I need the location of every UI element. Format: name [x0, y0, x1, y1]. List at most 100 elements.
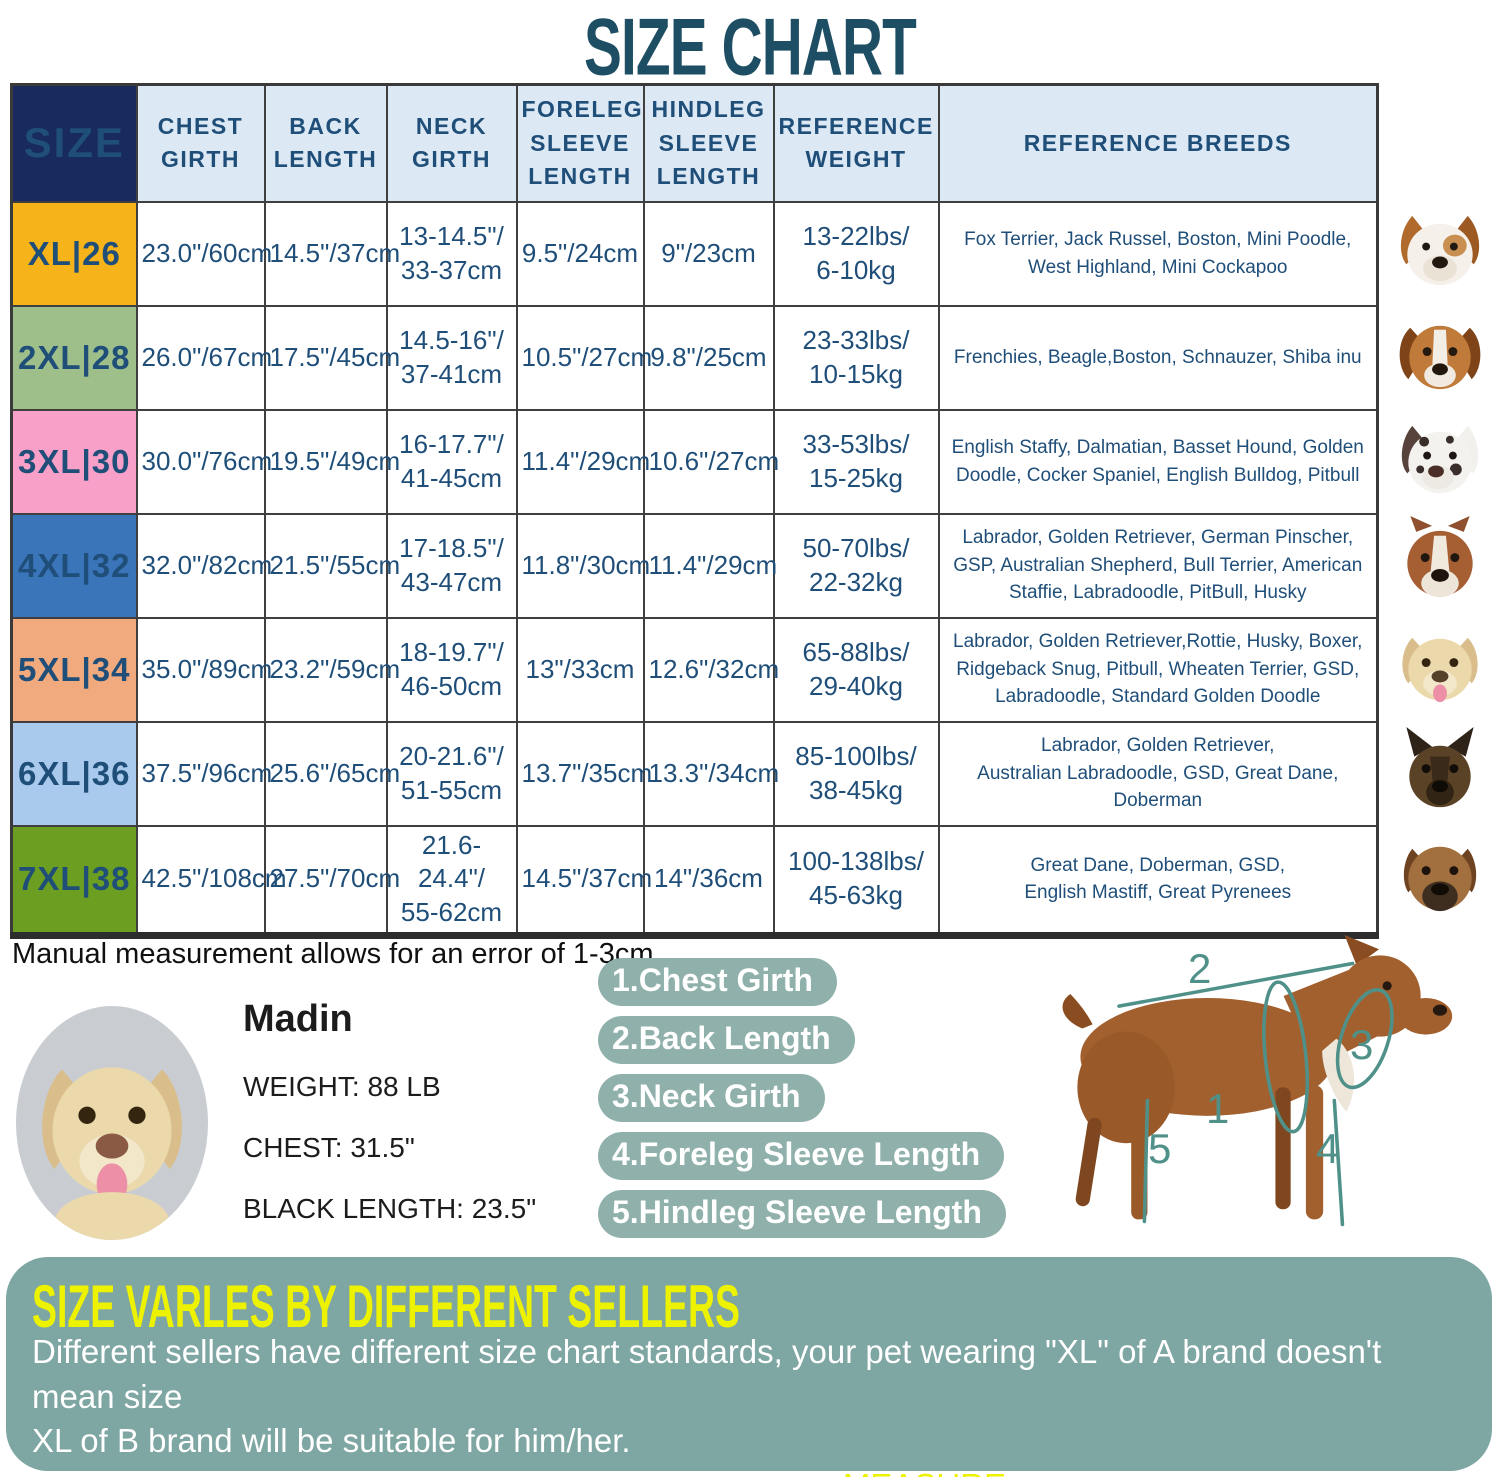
beagle-photo [1386, 306, 1494, 405]
table-row-6xl36: 6XL|36 37.5"/96cm 25.6"/65cm 20-21.6"/ 5… [10, 720, 1379, 827]
table-row-3xl30: 3XL|30 30.0"/76cm 19.5"/49cm 16-17.7"/ 4… [10, 408, 1379, 515]
neck-girth-value: 18-19.7"/ 46-50cm [385, 616, 518, 723]
hindleg-sleeve-value: 9"/23cm [642, 200, 775, 307]
back-length-value: 17.5"/45cm [263, 304, 400, 411]
foreleg-sleeve-value: 13"/33cm [515, 616, 645, 723]
back-length-value: 23.2"/59cm [263, 616, 400, 723]
size-cell: 7XL|38 [10, 824, 138, 937]
example-dog-name: Madin [243, 998, 353, 1040]
reference-weight-value: 33-53lbs/ 15-25kg [772, 408, 940, 515]
column-header-foreleg-sleeve-length: FORELEG SLEEVE LENGTH [515, 83, 645, 203]
hindleg-sleeve-value: 10.6"/27cm [642, 408, 779, 515]
neck-girth-value: 14.5-16"/ 37-41cm [385, 304, 518, 411]
back-length-value: 25.6"/65cm [263, 720, 400, 827]
disclaimer-line-1: Different sellers have different size ch… [32, 1333, 1382, 1460]
reference-breeds-value: Labrador, Golden Retriever, German Pinsc… [937, 512, 1379, 619]
legend-chest-girth: 1.Chest Girth [598, 958, 837, 1006]
chest-girth-value: 30.0"/76cm [135, 408, 272, 515]
size-cell: 3XL|30 [10, 408, 138, 515]
reference-breeds-value: Labrador, Golden Retriever,Rottie, Husky… [937, 616, 1379, 723]
measure-highlight: MEASURE [843, 1467, 1006, 1477]
table-row-xl26: XL|26 23.0"/60cm 14.5"/37cm 13-14.5"/ 33… [10, 200, 1379, 307]
hindleg-sleeve-value: 11.4"/29cm [642, 512, 777, 619]
table-row-4xl32: 4XL|32 32.0"/82cm 21.5"/55cm 17-18.5"/ 4… [10, 512, 1379, 619]
dalmatian-photo [1386, 410, 1494, 509]
table-row-2xl28: 2XL|28 26.0"/67cm 17.5"/45cm 14.5-16"/ 3… [10, 304, 1379, 411]
size-cell: 6XL|36 [10, 720, 138, 827]
foreleg-sleeve-value: 11.8"/30cm [515, 512, 650, 619]
example-dog-weight: WEIGHT: 88 LB [243, 1071, 441, 1102]
legend-hindleg-sleeve-length: 5.Hindleg Sleeve Length [598, 1190, 1006, 1238]
labrador-portrait-photo [16, 1006, 208, 1240]
legend-neck-girth: 3.Neck Girth [598, 1074, 825, 1122]
mastiff-photo [1386, 827, 1494, 926]
foreleg-sleeve-value: 9.5"/24cm [515, 200, 645, 307]
size-cell: 2XL|28 [10, 304, 138, 411]
neck-girth-value: 16-17.7"/ 41-45cm [385, 408, 518, 515]
staffordshire-side-view-photo [1062, 935, 1453, 1227]
diagram-label-neck-girth: 3 [1350, 1021, 1374, 1068]
foreleg-sleeve-value: 13.7"/35cm [515, 720, 652, 827]
column-header-neck-girth: NECK GIRTH [385, 83, 518, 203]
measurement-legend: 1.Chest Girth 2.Back Length 3.Neck Girth… [598, 958, 1006, 1248]
labrador-photo [1386, 618, 1494, 717]
reference-breeds-value: Frenchies, Beagle,Boston, Schnauzer, Shi… [937, 304, 1379, 411]
table-row-7xl38: 7XL|38 42.5"/108cm 27.5"/70cm 21.6-24.4"… [10, 824, 1379, 937]
chest-girth-value: 42.5"/108cm [135, 824, 287, 937]
german-shepherd-photo [1386, 723, 1494, 822]
diagram-label-back-length: 2 [1188, 945, 1212, 992]
chest-girth-value: 23.0"/60cm [135, 200, 272, 307]
measurement-diagram: 2 3 1 5 4 [1028, 933, 1468, 1258]
diagram-label-chest-girth: 1 [1206, 1085, 1230, 1132]
measurement-error-note: Manual measurement allows for an error o… [12, 938, 654, 970]
reference-breeds-value: English Staffy, Dalmatian, Basset Hound,… [937, 408, 1379, 515]
foreleg-sleeve-value: 10.5"/27cm [515, 304, 652, 411]
back-length-value: 21.5"/55cm [263, 512, 400, 619]
disclaimer-heading: SIZE VARLES BY DIFFERENT SELLERS [32, 1274, 740, 1341]
hindleg-sleeve-value: 9.8"/25cm [642, 304, 775, 411]
neck-girth-value: 21.6-24.4"/ 55-62cm [385, 824, 518, 937]
chest-girth-value: 37.5"/96cm [135, 720, 272, 827]
column-header-hindleg-sleeve-length: HINDLEG SLEEVE LENGTH [642, 83, 775, 203]
back-length-value: 14.5"/37cm [263, 200, 400, 307]
size-table: SIZE CHEST GIRTH BACK LENGTH NECK GIRTH … [10, 83, 1379, 939]
legend-foreleg-sleeve-length: 4.Foreleg Sleeve Length [598, 1132, 1005, 1180]
reference-weight-value: 100-138lbs/ 45-63kg [772, 824, 940, 937]
neck-girth-value: 17-18.5"/ 43-47cm [385, 512, 518, 619]
table-row-5xl34: 5XL|34 35.0"/89cm 23.2"/59cm 18-19.7"/ 4… [10, 616, 1379, 723]
reference-weight-value: 23-33lbs/ 10-15kg [772, 304, 940, 411]
jack-russell-photo [1386, 202, 1494, 301]
foreleg-sleeve-value: 11.4"/29cm [515, 408, 650, 515]
example-dog-chest: CHEST: 31.5" [243, 1132, 415, 1163]
neck-girth-value: 20-21.6"/ 51-55cm [385, 720, 518, 827]
neck-girth-value: 13-14.5"/ 33-37cm [385, 200, 518, 307]
hindleg-sleeve-value: 13.3"/34cm [642, 720, 779, 827]
size-disclaimer-panel: SIZE VARLES BY DIFFERENT SELLERS Differe… [6, 1257, 1492, 1477]
example-dog-back-length: BLACK LENGTH: 23.5" [243, 1193, 537, 1224]
column-header-back-length: BACK LENGTH [263, 83, 388, 203]
reference-weight-value: 50-70lbs/ 22-32kg [772, 512, 940, 619]
chest-girth-value: 32.0"/82cm [135, 512, 272, 619]
foreleg-sleeve-value: 14.5"/37cm [515, 824, 652, 937]
column-header-size: SIZE [10, 83, 138, 203]
diagram-label-hindleg-sleeve: 5 [1148, 1125, 1172, 1172]
column-header-chest-girth: CHEST GIRTH [135, 83, 266, 203]
page-title: SIZE CHART [584, 1, 917, 92]
amstaff-photo [1386, 514, 1494, 613]
reference-weight-value: 13-22lbs/ 6-10kg [772, 200, 940, 307]
diagram-label-foreleg-sleeve: 4 [1316, 1125, 1340, 1172]
size-cell: XL|26 [10, 200, 138, 307]
header-row: SIZE CHEST GIRTH BACK LENGTH NECK GIRTH … [10, 83, 1379, 203]
size-cell: 4XL|32 [10, 512, 138, 619]
reference-weight-value: 65-88lbs/ 29-40kg [772, 616, 940, 723]
reference-breeds-value: Great Dane, Doberman, GSD, English Masti… [937, 824, 1379, 937]
back-length-value: 27.5"/70cm [263, 824, 400, 937]
reference-breeds-value: Fox Terrier, Jack Russel, Boston, Mini P… [937, 200, 1379, 307]
chest-girth-value: 26.0"/67cm [135, 304, 272, 411]
column-header-reference-breeds: REFERENCE BREEDS [937, 83, 1379, 203]
hindleg-sleeve-value: 12.6"/32cm [642, 616, 779, 723]
hindleg-sleeve-value: 14"/36cm [642, 824, 775, 937]
size-cell: 5XL|34 [10, 616, 138, 723]
legend-back-length: 2.Back Length [598, 1016, 855, 1064]
